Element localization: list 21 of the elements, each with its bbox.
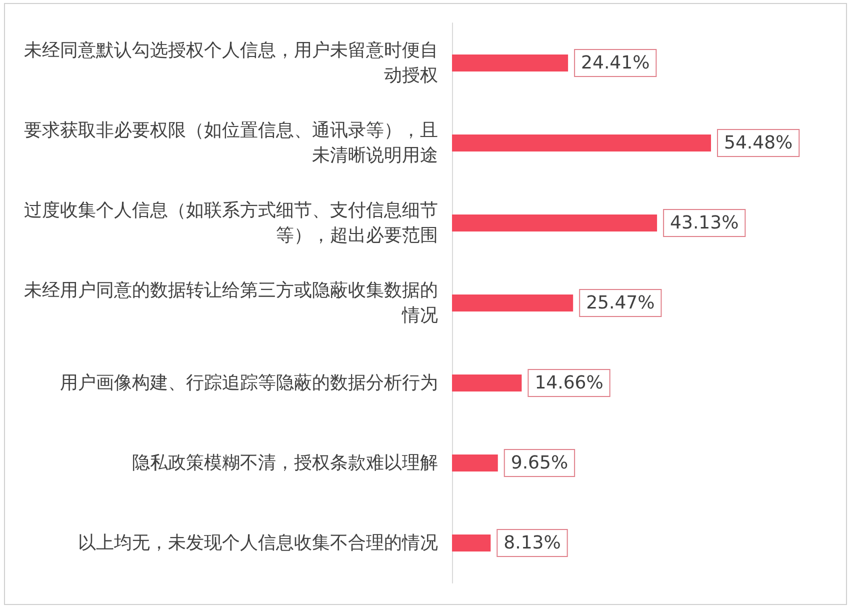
data-label: 8.13% bbox=[504, 532, 561, 554]
y-tick-label: 过度收集个人信息（如联系方式细节、支付信息细节等），超出必要范围 bbox=[24, 200, 438, 246]
bar bbox=[452, 134, 711, 152]
data-label: 24.41% bbox=[581, 52, 650, 74]
bar bbox=[452, 374, 522, 392]
bar bbox=[452, 214, 658, 232]
y-tick-label: 以上均无，未发现个人信息收集不合理的情况 bbox=[78, 532, 438, 554]
data-label: 54.48% bbox=[724, 132, 793, 154]
bar bbox=[452, 54, 568, 72]
bar bbox=[452, 294, 574, 312]
bar bbox=[452, 534, 491, 552]
data-label: 14.66% bbox=[534, 372, 604, 394]
data-label: 9.65% bbox=[510, 452, 568, 474]
y-tick-label: 用户画像构建、行踪追踪等隐蔽的数据分析行为 bbox=[60, 372, 438, 394]
y-tick-label: 要求获取非必要权限（如位置信息、通讯录等），且未清晰说明用途 bbox=[24, 120, 438, 166]
bar bbox=[452, 454, 498, 472]
data-label: 25.47% bbox=[586, 292, 655, 314]
y-tick-label: 隐私政策模糊不清，授权条款难以理解 bbox=[132, 452, 438, 474]
y-tick-label: 未经同意默认勾选授权个人信息，用户未留意时便自动授权 bbox=[24, 40, 438, 86]
y-tick-label: 未经用户同意的数据转让给第三方或隐蔽收集数据的情况 bbox=[24, 280, 438, 326]
data-label: 43.13% bbox=[670, 212, 739, 234]
